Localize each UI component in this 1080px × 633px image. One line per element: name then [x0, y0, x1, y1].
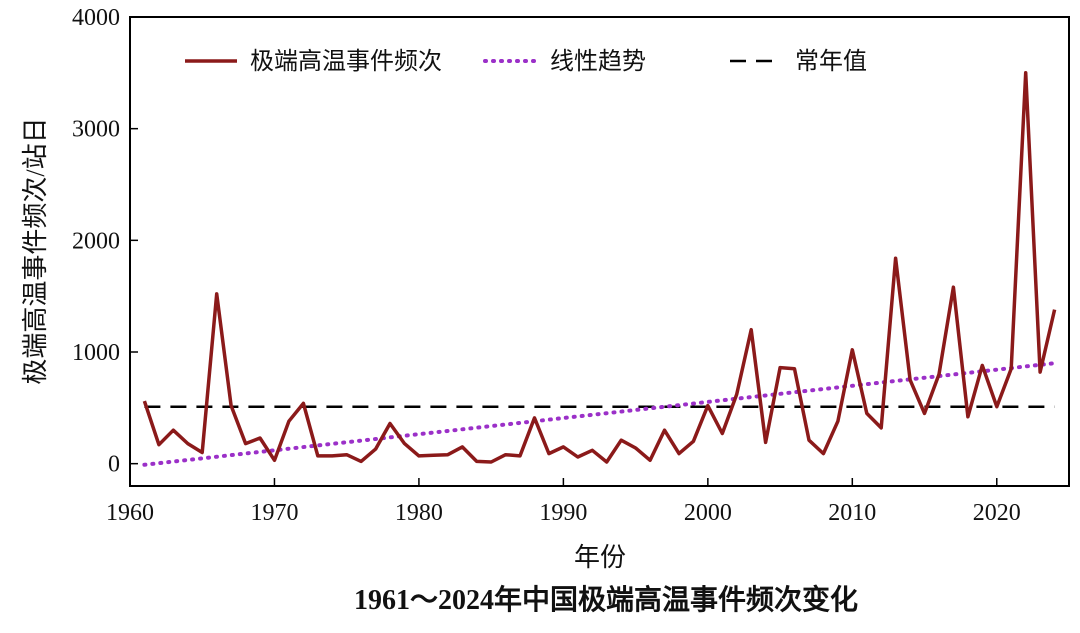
y-axis: 0 1000 2000 3000 4000 — [72, 5, 138, 478]
y-tick-label: 3000 — [72, 117, 120, 143]
legend: 极端高温事件频次 线性趋势 常年值 — [185, 48, 867, 75]
x-tick-label: 2000 — [684, 500, 732, 526]
series-layer — [142, 71, 1057, 467]
x-axis-label: 年份 — [574, 543, 626, 572]
series-line-trend — [142, 361, 1057, 467]
chart-title: 1961～2024年中国极端高温事件频次变化 — [354, 583, 858, 616]
y-tick-label: 4000 — [72, 5, 120, 31]
x-tick-label: 2010 — [828, 500, 876, 526]
legend-item-normal: 常年值 — [730, 48, 867, 75]
y-tick-label: 0 — [108, 452, 120, 478]
legend-label: 线性趋势 — [550, 48, 646, 75]
y-tick-label: 2000 — [72, 228, 120, 254]
x-tick-label: 1970 — [250, 500, 298, 526]
legend-item-frequency: 极端高温事件频次 — [185, 48, 442, 75]
y-tick-label: 1000 — [72, 340, 120, 366]
y-axis-label: 极端高温事件频次/站日 — [21, 117, 50, 384]
x-tick-label: 2020 — [973, 500, 1021, 526]
x-axis: 1960 1970 1980 1990 2000 2010 2020 — [106, 478, 1021, 526]
plot-frame — [129, 16, 1070, 487]
legend-label: 常年值 — [795, 48, 867, 75]
legend-label: 极端高温事件频次 — [250, 48, 442, 75]
series-line-frequency — [142, 71, 1057, 464]
legend-item-trend: 线性趋势 — [483, 48, 646, 75]
x-tick-label: 1960 — [106, 500, 154, 526]
x-tick-label: 1990 — [539, 500, 587, 526]
x-tick-label: 1980 — [395, 500, 443, 526]
